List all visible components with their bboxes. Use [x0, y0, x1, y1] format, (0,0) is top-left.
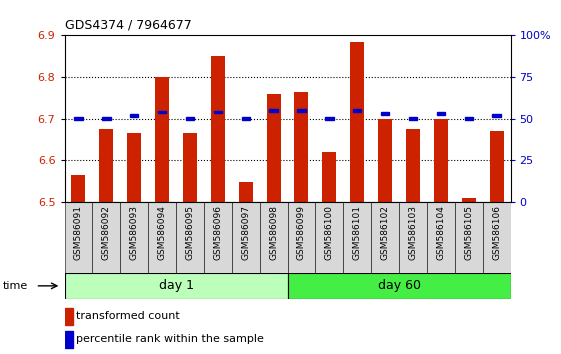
Text: GSM586102: GSM586102	[380, 205, 389, 260]
Bar	[211, 56, 225, 202]
Bar	[323, 152, 336, 202]
Bar	[232, 202, 260, 273]
Bar	[325, 117, 333, 120]
Bar	[186, 117, 194, 120]
Bar	[74, 117, 82, 120]
Bar	[350, 42, 364, 202]
Text: GSM586106: GSM586106	[492, 205, 501, 260]
Text: GSM586096: GSM586096	[213, 205, 222, 260]
Text: day 1: day 1	[159, 279, 194, 292]
Bar	[102, 117, 111, 120]
Bar	[462, 198, 476, 202]
Text: GSM586091: GSM586091	[74, 205, 83, 260]
Text: GSM586105: GSM586105	[464, 205, 473, 260]
Bar	[297, 109, 306, 112]
Bar	[434, 119, 448, 202]
Bar	[409, 117, 417, 120]
Bar	[315, 202, 343, 273]
Bar	[490, 131, 504, 202]
Bar	[204, 202, 232, 273]
Bar	[242, 117, 250, 120]
Bar	[93, 202, 120, 273]
Text: GSM586100: GSM586100	[325, 205, 334, 260]
Text: day 60: day 60	[378, 279, 421, 292]
Text: GDS4374 / 7964677: GDS4374 / 7964677	[65, 19, 191, 32]
Text: GSM586101: GSM586101	[353, 205, 362, 260]
Text: GSM586103: GSM586103	[408, 205, 417, 260]
Bar	[343, 202, 371, 273]
Bar	[295, 92, 309, 202]
Text: GSM586097: GSM586097	[241, 205, 250, 260]
Bar	[130, 114, 139, 116]
Bar	[158, 111, 166, 113]
Bar	[406, 129, 420, 202]
Bar	[71, 175, 85, 202]
Bar	[465, 117, 473, 120]
Bar	[65, 202, 93, 273]
Text: percentile rank within the sample: percentile rank within the sample	[76, 335, 264, 344]
Bar	[214, 111, 222, 113]
Bar	[436, 112, 445, 115]
Text: GSM586093: GSM586093	[130, 205, 139, 260]
Bar	[287, 202, 315, 273]
Bar	[427, 202, 455, 273]
Text: GSM586099: GSM586099	[297, 205, 306, 260]
Text: GSM586094: GSM586094	[158, 205, 167, 260]
Text: GSM586095: GSM586095	[186, 205, 195, 260]
Bar	[260, 202, 287, 273]
Text: GSM586098: GSM586098	[269, 205, 278, 260]
Bar	[99, 129, 113, 202]
Text: GSM586104: GSM586104	[436, 205, 445, 260]
Bar	[120, 202, 148, 273]
Bar	[148, 202, 176, 273]
Bar	[287, 273, 511, 299]
Text: transformed count: transformed count	[76, 312, 180, 321]
Text: GSM586092: GSM586092	[102, 205, 111, 260]
Bar	[127, 133, 141, 202]
Bar	[482, 202, 511, 273]
Bar	[65, 273, 287, 299]
Bar	[65, 331, 72, 348]
Bar	[176, 202, 204, 273]
Bar	[371, 202, 399, 273]
Bar	[381, 112, 389, 115]
Bar	[65, 308, 72, 325]
Bar	[269, 109, 278, 112]
Bar	[353, 109, 361, 112]
Bar	[183, 133, 197, 202]
Bar	[455, 202, 482, 273]
Text: time: time	[3, 281, 28, 291]
Bar	[378, 119, 392, 202]
Bar	[493, 114, 501, 116]
Bar	[155, 77, 169, 202]
Bar	[239, 182, 252, 202]
Bar	[399, 202, 427, 273]
Bar	[266, 94, 280, 202]
